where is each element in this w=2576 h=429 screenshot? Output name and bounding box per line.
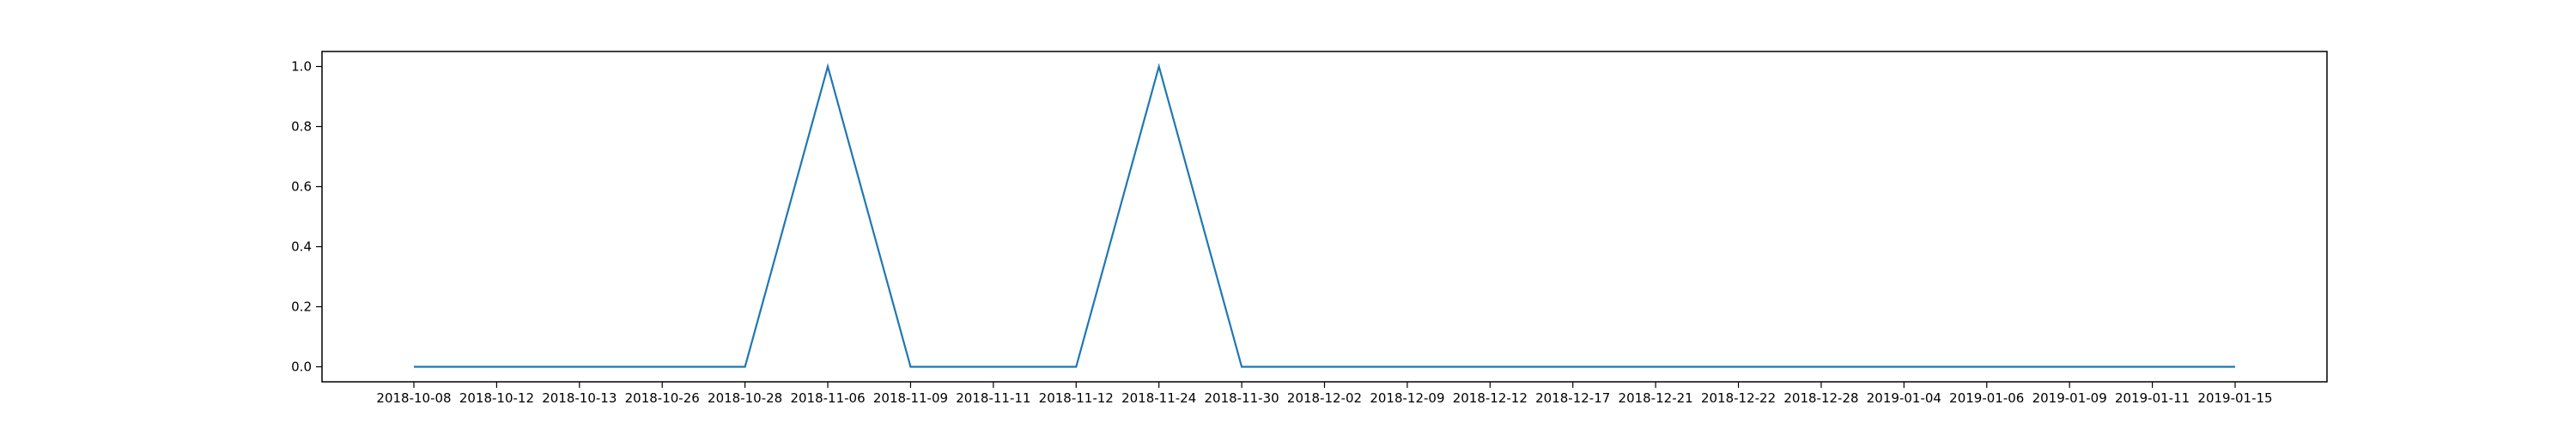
x-tick-label: 2018-12-28 [1783, 390, 1858, 406]
x-tick-label: 2019-01-06 [1949, 390, 2024, 406]
x-tick-label: 2019-01-04 [1867, 390, 1941, 406]
series-line [414, 63, 2235, 368]
y-tick-label: 0.4 [291, 239, 312, 255]
y-tick-label: 1.0 [291, 59, 312, 75]
x-tick-label: 2018-12-12 [1453, 390, 1528, 406]
x-tick-label: 2018-12-09 [1370, 390, 1444, 406]
x-tick-label: 2018-11-11 [956, 390, 1030, 406]
x-tick-label: 2018-12-02 [1287, 390, 1362, 406]
x-tick-label: 2019-01-15 [2197, 390, 2272, 406]
y-tick-label: 0.6 [291, 179, 312, 195]
x-tick-label: 2018-11-24 [1121, 390, 1196, 406]
axes-frame [321, 51, 2328, 383]
x-tick-label: 2018-11-30 [1204, 390, 1279, 406]
x-tick-label: 2018-12-22 [1701, 390, 1776, 406]
x-tick-label: 2019-01-09 [2032, 390, 2107, 406]
x-tick-label: 2019-01-11 [2115, 390, 2190, 406]
x-tick-label: 2018-11-12 [1039, 390, 1114, 406]
x-tick-label: 2018-12-21 [1619, 390, 1693, 406]
y-tick-label: 0.8 [291, 119, 312, 135]
x-tick-label: 2018-11-06 [790, 390, 865, 406]
plot-area [414, 63, 2235, 368]
x-tick-label: 2018-10-12 [459, 390, 534, 406]
y-tick-label: 0.0 [291, 360, 312, 375]
x-tick-label: 2018-10-28 [708, 390, 782, 406]
x-tick-label: 2018-10-26 [625, 390, 700, 406]
x-axis-ticks: 2018-10-08 2018-10-12 2018-10-13 2018-10-26… [376, 382, 2273, 406]
y-axis-ticks: 0.0 0.2 0.4 0.6 0.8 1.0 [291, 59, 322, 375]
y-tick-label: 0.2 [291, 299, 312, 315]
x-tick-label: 2018-10-13 [542, 390, 617, 406]
x-tick-label: 2018-10-08 [376, 390, 451, 406]
x-tick-label: 2018-11-09 [873, 390, 948, 406]
x-tick-label: 2018-12-17 [1535, 390, 1610, 406]
